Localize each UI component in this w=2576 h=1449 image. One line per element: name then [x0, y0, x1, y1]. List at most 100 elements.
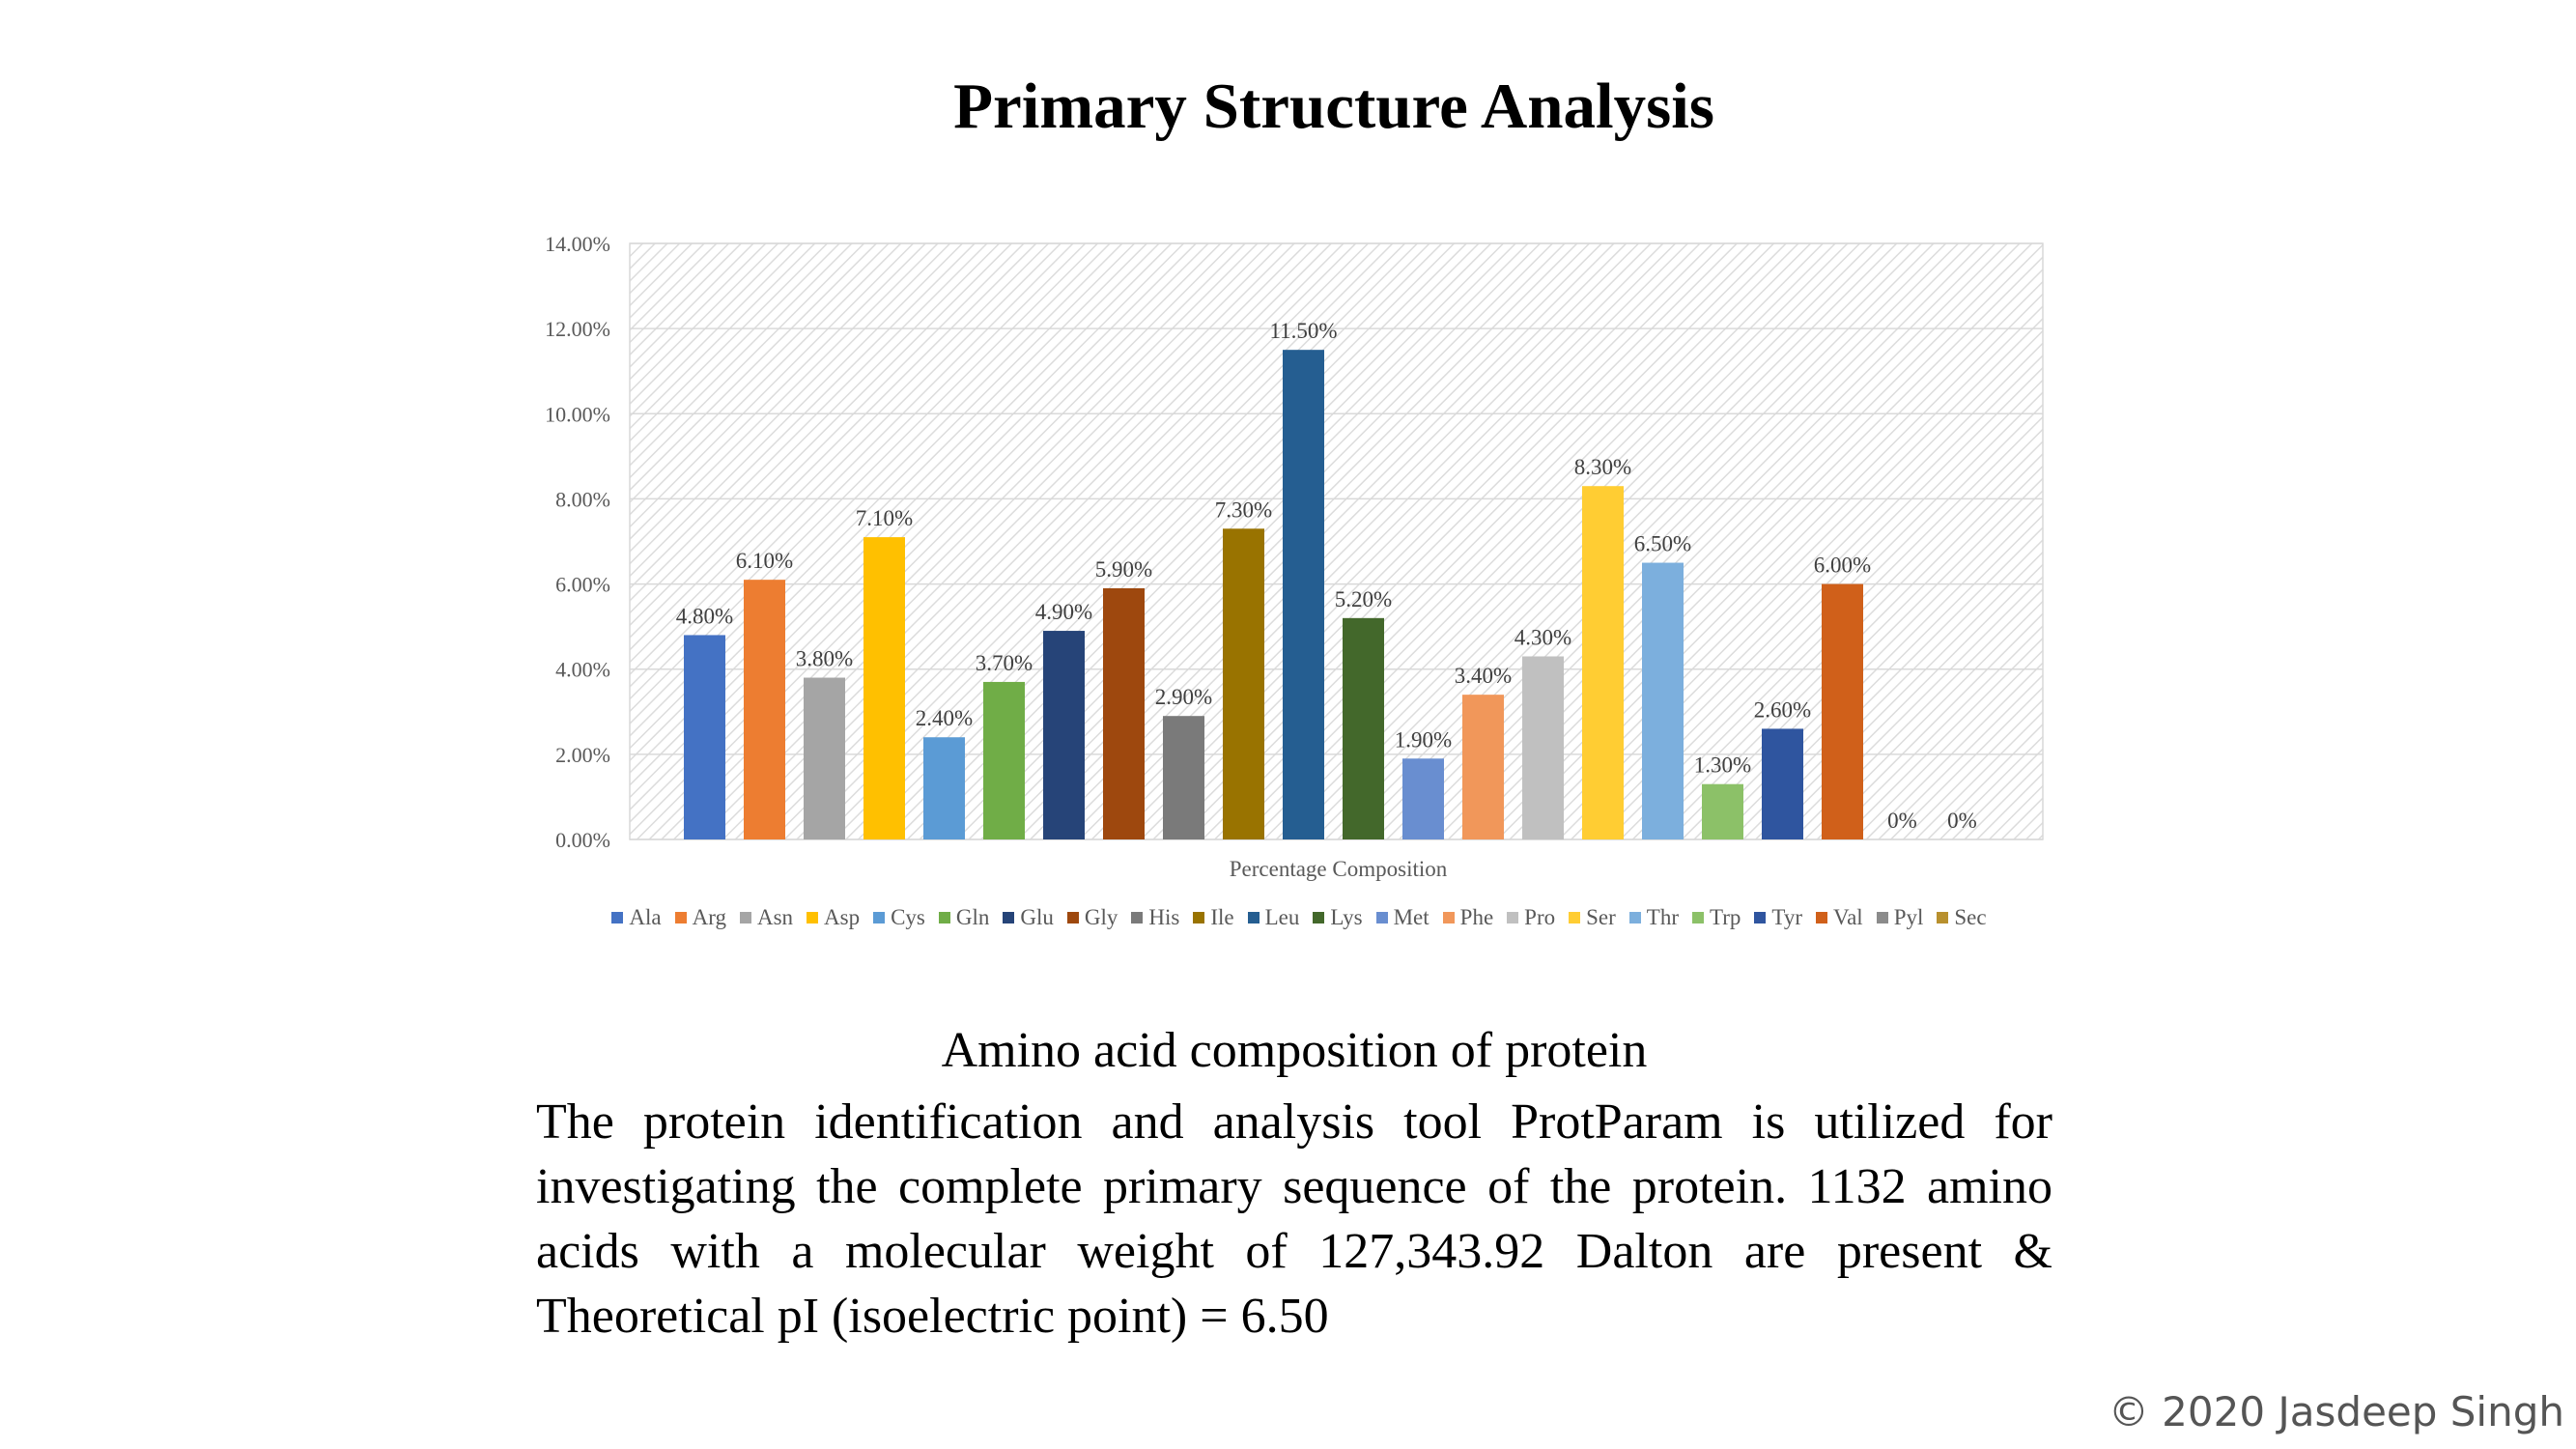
legend-item-phe: Phe	[1442, 905, 1493, 930]
legend-label: Cys	[891, 905, 925, 929]
bar-val	[1822, 583, 1863, 839]
data-label-gly: 5.90%	[1095, 557, 1152, 582]
bar-cys	[923, 737, 965, 839]
bar-asn	[804, 677, 845, 839]
data-label-glu: 4.90%	[1035, 600, 1092, 624]
legend-label: Glu	[1020, 905, 1054, 929]
legend-swatch	[873, 912, 886, 923]
legend-item-gln: Gln	[938, 905, 990, 930]
legend-swatch	[807, 912, 819, 923]
data-label-asp: 7.10%	[856, 506, 913, 530]
legend-swatch	[1692, 912, 1705, 923]
legend-item-tyr: Tyr	[1754, 905, 1802, 930]
legend-item-gly: Gly	[1066, 905, 1118, 930]
y-tick-label: 10.00%	[545, 402, 610, 426]
legend-item-asn: Asn	[739, 905, 794, 930]
bar-tyr	[1762, 728, 1803, 839]
legend-swatch	[1937, 912, 1949, 923]
bars	[684, 350, 1863, 839]
slide-title: Primary Structure Analysis	[953, 71, 1714, 142]
legend-swatch	[1876, 912, 1888, 923]
amino-acid-bar-chart: 0.00% 2.00% 4.00% 6.00% 8.00% 10.00% 12.00% 14.…	[545, 232, 2044, 881]
bar-trp	[1702, 783, 1743, 839]
description-paragraph: The protein identification and analysis …	[536, 1094, 2052, 1344]
legend-item-trp: Trp	[1692, 905, 1741, 930]
data-label-gln: 3.70%	[976, 651, 1033, 675]
legend-label: Leu	[1264, 905, 1300, 929]
bar-gly	[1103, 587, 1145, 839]
data-label-cys: 2.40%	[916, 706, 973, 730]
data-label-phe: 3.40%	[1455, 664, 1512, 688]
bar-lys	[1343, 617, 1384, 839]
data-label-ala: 4.80%	[676, 604, 733, 628]
bar-thr	[1642, 562, 1684, 839]
data-label-val: 6.00%	[1814, 554, 1871, 578]
legend-label: Asn	[756, 905, 794, 929]
data-label-trp: 1.30%	[1694, 753, 1751, 778]
legend-item-cys: Cys	[873, 905, 925, 930]
legend-swatch	[739, 912, 751, 923]
legend-swatch	[1442, 912, 1455, 923]
bar-met	[1402, 758, 1444, 839]
legend-swatch	[674, 912, 687, 923]
legend-label: Pro	[1524, 905, 1556, 929]
legend-label: Trp	[1710, 905, 1741, 929]
legend-swatch	[1066, 912, 1079, 923]
y-tick-label: 0.00%	[555, 828, 610, 852]
legend-item-ser: Ser	[1569, 905, 1616, 930]
legend-item-val: Val	[1816, 905, 1863, 930]
bar-leu	[1283, 350, 1324, 839]
legend-label: Gly	[1084, 905, 1118, 929]
legend-label: Gln	[955, 905, 990, 929]
legend-item-lys: Lys	[1313, 905, 1363, 930]
legend-item-his: His	[1131, 905, 1179, 930]
bar-asp	[863, 537, 905, 839]
data-label-thr: 6.50%	[1634, 532, 1691, 556]
bar-his	[1163, 716, 1204, 839]
data-label-sec: 0%	[1947, 809, 1977, 833]
bar-pro	[1522, 656, 1564, 839]
bar-arg	[744, 580, 785, 839]
legend-swatch	[1131, 912, 1144, 923]
data-label-pyl: 0%	[1887, 809, 1917, 833]
legend-label: Tyr	[1771, 905, 1803, 929]
legend-label: Arg	[692, 905, 726, 929]
legend-item-met: Met	[1375, 905, 1430, 930]
x-axis-label: Percentage Composition	[1230, 857, 1448, 881]
data-label-met: 1.90%	[1395, 727, 1452, 752]
data-label-pro: 4.30%	[1514, 625, 1571, 649]
y-tick-label: 2.00%	[555, 743, 610, 767]
legend-item-thr: Thr	[1628, 905, 1679, 930]
y-tick-label: 4.00%	[555, 658, 610, 682]
legend-item-sec: Sec	[1937, 905, 1987, 930]
bar-glu	[1043, 631, 1085, 839]
bar-phe	[1462, 695, 1504, 839]
y-tick-label: 14.00%	[545, 232, 610, 256]
legend-swatch	[1628, 912, 1641, 923]
legend-item-pro: Pro	[1507, 905, 1555, 930]
legend-item-pyl: Pyl	[1876, 905, 1924, 930]
legend-label: Ile	[1210, 905, 1234, 929]
data-label-asn: 3.80%	[796, 647, 853, 671]
legend-swatch	[1247, 912, 1260, 923]
legend-item-leu: Leu	[1247, 905, 1300, 930]
legend-swatch	[1003, 912, 1015, 923]
bar-ser	[1582, 486, 1624, 839]
legend-swatch	[1816, 912, 1828, 923]
data-label-tyr: 2.60%	[1754, 697, 1811, 722]
legend-label: His	[1148, 905, 1180, 929]
legend-swatch	[938, 912, 950, 923]
bar-ala	[684, 635, 725, 839]
legend-item-ala: Ala	[611, 905, 662, 930]
legend-label: Met	[1393, 905, 1430, 929]
y-axis-ticks: 0.00% 2.00% 4.00% 6.00% 8.00% 10.00% 12.00% 14.…	[545, 232, 610, 852]
legend-label: Sec	[1954, 905, 1987, 929]
data-label-ser: 8.30%	[1574, 455, 1631, 479]
data-label-arg: 6.10%	[736, 549, 793, 573]
y-tick-label: 8.00%	[555, 487, 610, 511]
legend-label: Val	[1833, 905, 1863, 929]
legend-item-arg: Arg	[674, 905, 726, 930]
figure-caption: Amino acid composition of protein	[941, 1023, 1648, 1078]
legend-swatch	[1313, 912, 1325, 923]
legend-label: Pyl	[1893, 905, 1924, 929]
